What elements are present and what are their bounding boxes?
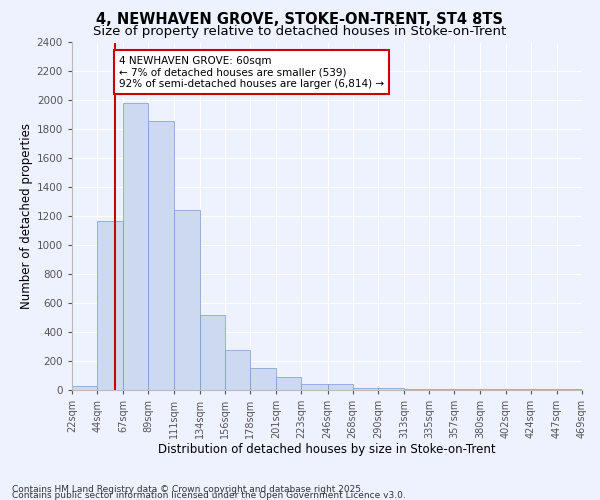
Text: Contains public sector information licensed under the Open Government Licence v3: Contains public sector information licen… <box>12 490 406 500</box>
Text: Contains HM Land Registry data © Crown copyright and database right 2025.: Contains HM Land Registry data © Crown c… <box>12 484 364 494</box>
Text: Size of property relative to detached houses in Stoke-on-Trent: Size of property relative to detached ho… <box>94 25 506 38</box>
Text: 4 NEWHAVEN GROVE: 60sqm
← 7% of detached houses are smaller (539)
92% of semi-de: 4 NEWHAVEN GROVE: 60sqm ← 7% of detached… <box>119 56 384 88</box>
Bar <box>97 220 124 390</box>
Bar <box>72 386 97 390</box>
Bar <box>124 104 148 390</box>
Bar <box>225 350 250 390</box>
Bar <box>276 377 301 390</box>
Y-axis label: Number of detached properties: Number of detached properties <box>20 123 32 309</box>
Bar <box>148 120 173 390</box>
Bar <box>250 368 276 390</box>
X-axis label: Distribution of detached houses by size in Stoke-on-Trent: Distribution of detached houses by size … <box>158 442 496 456</box>
Bar <box>378 388 404 390</box>
Bar <box>173 210 200 390</box>
Bar <box>353 388 378 390</box>
Text: 4, NEWHAVEN GROVE, STOKE-ON-TRENT, ST4 8TS: 4, NEWHAVEN GROVE, STOKE-ON-TRENT, ST4 8… <box>97 12 503 28</box>
Bar <box>301 384 328 390</box>
Bar <box>328 384 353 390</box>
Bar <box>200 314 225 390</box>
